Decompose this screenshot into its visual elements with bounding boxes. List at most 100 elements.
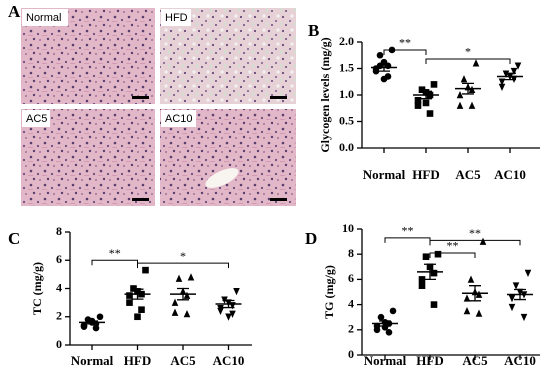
significance-bracket — [425, 58, 511, 64]
significance-label: ** — [447, 239, 459, 253]
significance-bracket — [429, 252, 476, 258]
x-tick-label: AC10 — [494, 167, 526, 182]
data-point — [414, 97, 422, 104]
data-point — [229, 302, 236, 310]
data-point — [456, 101, 464, 109]
significance-label: ** — [402, 224, 414, 238]
significance-label: * — [180, 249, 186, 263]
x-tick-label: AC5 — [455, 167, 481, 182]
significance-bracket — [91, 259, 138, 266]
data-point — [418, 86, 426, 93]
y-tick-label: 2 — [348, 322, 354, 336]
y-tick-label: 2 — [56, 309, 62, 323]
data-point — [233, 288, 240, 296]
data-point — [80, 323, 88, 330]
data-point — [385, 329, 393, 336]
panel-label: B — [308, 21, 319, 40]
y-axis-title: Glycogen levels (mg/g) — [318, 37, 332, 152]
x-tick-label: HFD — [416, 353, 443, 368]
data-point — [510, 67, 518, 76]
data-point — [217, 307, 224, 316]
data-point — [524, 269, 532, 278]
y-tick-label: 2.0 — [339, 34, 354, 48]
panel-label: D — [305, 229, 317, 248]
data-point — [96, 313, 104, 321]
data-point — [498, 78, 506, 86]
x-tick-label: AC5 — [170, 353, 196, 368]
error-bar — [504, 72, 516, 81]
y-tick-label: 6 — [348, 271, 354, 285]
x-tick-label: AC10 — [504, 353, 536, 368]
error-bar — [86, 320, 98, 325]
data-point — [389, 307, 397, 315]
y-tick-label: 8 — [56, 224, 62, 238]
image-label: HFD — [165, 12, 188, 24]
image-label: AC5 — [26, 113, 47, 125]
x-tick-label: Normal — [363, 167, 406, 182]
y-tick-label: 0 — [56, 337, 62, 351]
data-point — [508, 295, 516, 303]
panel-label: A — [8, 2, 21, 21]
data-point — [418, 282, 426, 289]
data-point — [472, 59, 480, 67]
scale-bar — [132, 198, 149, 201]
data-point — [142, 266, 149, 274]
data-point — [463, 306, 471, 315]
data-point — [92, 324, 100, 332]
y-tick-label: 1.5 — [339, 60, 354, 74]
data-point — [498, 83, 506, 92]
significance-bracket — [384, 237, 431, 243]
data-point — [502, 70, 510, 78]
error-bar — [469, 285, 481, 302]
data-point — [130, 285, 137, 292]
data-point — [187, 273, 195, 281]
significance-label: ** — [399, 36, 411, 50]
data-point — [380, 75, 388, 83]
data-point — [225, 313, 232, 321]
data-point — [373, 326, 381, 334]
y-tick-label: 6 — [56, 252, 62, 266]
data-point — [126, 292, 133, 299]
image-label-box — [22, 110, 50, 127]
data-point — [512, 282, 520, 290]
data-point — [426, 110, 434, 117]
error-bar — [177, 287, 189, 301]
significance-label: * — [465, 45, 471, 59]
data-point — [520, 313, 528, 322]
significance-bracket — [429, 239, 521, 246]
data-point — [463, 294, 471, 302]
data-point — [468, 101, 476, 109]
data-point — [475, 309, 483, 317]
error-bar — [420, 90, 432, 100]
data-point — [514, 62, 522, 70]
data-point — [422, 99, 430, 107]
data-point — [376, 51, 384, 59]
data-point — [479, 237, 487, 245]
data-point — [430, 81, 438, 88]
y-tick-label: 8 — [348, 246, 354, 260]
data-point — [171, 298, 179, 306]
data-point — [456, 91, 464, 99]
y-tick-label: 0 — [348, 347, 354, 361]
y-axis-title: TC (mg/g) — [30, 262, 44, 315]
data-point — [434, 250, 442, 258]
data-point — [138, 306, 145, 313]
error-bar — [378, 63, 390, 72]
error-bar — [222, 299, 235, 309]
data-point — [430, 301, 438, 308]
data-point — [372, 67, 380, 75]
y-tick-label: 10 — [342, 221, 354, 235]
error-bar — [514, 288, 526, 301]
data-point — [467, 275, 475, 283]
vessel — [205, 168, 239, 188]
x-tick-label: HFD — [412, 167, 439, 182]
significance-label: ** — [109, 246, 121, 260]
data-point — [430, 269, 438, 277]
image-label-box — [22, 9, 68, 26]
significance-label: ** — [469, 226, 481, 240]
data-point — [134, 313, 141, 321]
data-point — [508, 303, 516, 312]
data-point — [183, 291, 191, 299]
y-axis-title: TG (mg/g) — [322, 265, 336, 319]
